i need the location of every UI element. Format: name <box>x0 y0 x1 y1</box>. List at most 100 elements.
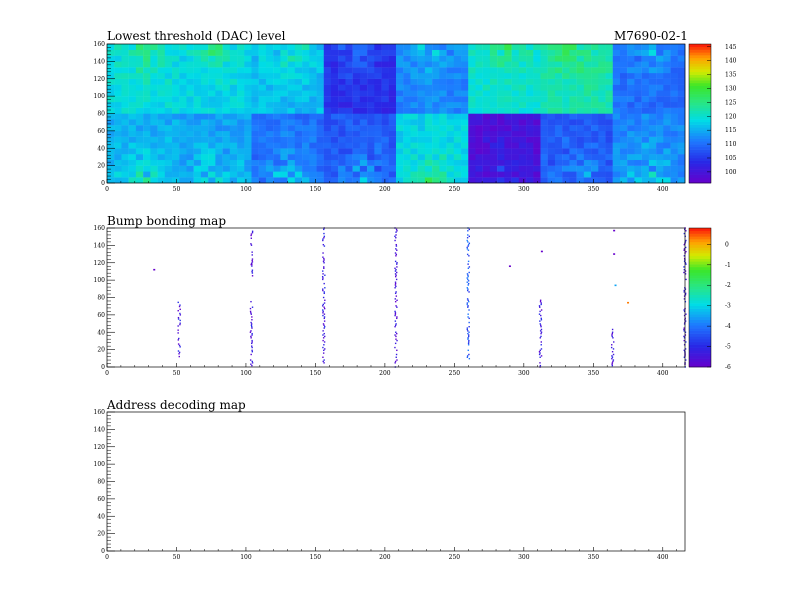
threshold-cell <box>403 84 411 91</box>
threshold-cell <box>605 154 613 161</box>
threshold-cell <box>215 67 223 74</box>
threshold-cell <box>200 159 209 166</box>
threshold-cell <box>453 49 462 56</box>
threshold-cell <box>439 119 447 126</box>
threshold-cell <box>388 154 397 161</box>
threshold-cell <box>562 107 570 114</box>
threshold-cell <box>504 171 512 178</box>
bump-bonding-point <box>395 228 398 231</box>
threshold-cell <box>338 78 346 85</box>
threshold-cell <box>518 154 527 161</box>
threshold-cell <box>107 159 115 166</box>
bump-bonding-point <box>251 269 254 271</box>
threshold-cell <box>338 67 346 74</box>
bump-bonding-point <box>538 353 541 356</box>
bump-bonding-color-step <box>689 344 711 348</box>
bump-bonding-ytick-label: 120 <box>94 260 106 267</box>
threshold-cell <box>446 177 454 184</box>
threshold-cell <box>648 49 657 56</box>
threshold-cell <box>526 159 534 166</box>
bump-bonding-point <box>251 341 253 343</box>
threshold-cell <box>468 159 476 166</box>
threshold-cell <box>504 72 512 79</box>
bump-bonding-point <box>396 339 398 342</box>
threshold-ztick-label: 135 <box>725 72 737 79</box>
threshold-cell <box>403 171 411 178</box>
threshold-cell <box>677 171 686 178</box>
threshold-cell <box>461 84 469 91</box>
bump-bonding-ztick-label: -2 <box>725 282 731 289</box>
threshold-cell <box>648 67 657 74</box>
threshold-cell <box>128 171 137 178</box>
threshold-cell <box>294 96 303 103</box>
bump-bonding-point <box>468 357 471 360</box>
threshold-cell <box>619 84 628 91</box>
bump-bonding-point <box>467 274 469 276</box>
threshold-cell <box>547 107 556 114</box>
bump-bonding-point <box>540 341 543 343</box>
threshold-cell <box>388 177 397 184</box>
threshold-cell <box>497 119 505 126</box>
threshold-cell <box>511 130 520 137</box>
bump-bonding-point <box>540 355 543 357</box>
threshold-cell <box>417 113 426 120</box>
threshold-color-step <box>689 107 711 112</box>
threshold-cell <box>107 67 115 74</box>
threshold-cell <box>208 78 216 85</box>
bump-bonding-point <box>249 331 252 333</box>
threshold-cell <box>229 55 238 62</box>
threshold-cell <box>569 61 577 68</box>
threshold-cell <box>533 119 541 126</box>
bump-bonding-color-step <box>689 280 711 284</box>
threshold-cell <box>244 55 252 62</box>
threshold-cell <box>359 90 368 97</box>
bump-bonding-point <box>322 239 324 242</box>
threshold-cell <box>612 55 621 62</box>
threshold-cell <box>511 154 520 161</box>
threshold-cell <box>222 154 231 161</box>
threshold-cell <box>576 119 585 126</box>
threshold-cell <box>446 44 454 50</box>
threshold-cell <box>482 142 491 149</box>
threshold-cell <box>200 72 209 79</box>
threshold-cell <box>128 90 137 97</box>
threshold-cell <box>439 159 447 166</box>
threshold-cell <box>323 136 332 143</box>
threshold-cell <box>598 107 606 114</box>
threshold-cell <box>244 78 252 85</box>
threshold-cell <box>345 148 353 155</box>
bump-bonding-point <box>249 359 252 361</box>
threshold-cell <box>381 119 389 126</box>
threshold-cell <box>396 107 404 114</box>
threshold-cell <box>222 148 231 155</box>
bump-bonding-point <box>395 338 397 340</box>
threshold-cell <box>583 154 592 161</box>
threshold-cell <box>612 44 621 50</box>
threshold-cell <box>208 165 216 172</box>
threshold-cell <box>424 159 433 166</box>
bump-bonding-xtick-label: 250 <box>449 370 461 377</box>
threshold-cell <box>670 171 678 178</box>
threshold-cell <box>569 142 577 149</box>
threshold-cell <box>280 55 288 62</box>
threshold-cell <box>605 49 613 56</box>
threshold-cell <box>396 55 404 62</box>
threshold-cell <box>591 49 599 56</box>
threshold-cell <box>511 177 520 184</box>
threshold-cell <box>359 165 368 172</box>
threshold-cell <box>107 78 115 85</box>
threshold-cell <box>208 125 216 132</box>
threshold-cell <box>453 119 462 126</box>
threshold-cell <box>287 165 296 172</box>
bump-bonding-point <box>394 292 397 295</box>
threshold-cell <box>511 107 520 114</box>
bump-bonding-point <box>611 356 614 358</box>
threshold-cell <box>237 72 245 79</box>
threshold-cell <box>634 154 642 161</box>
threshold-cell <box>345 119 353 126</box>
bump-bonding-point <box>466 302 468 304</box>
threshold-cell <box>482 49 491 56</box>
bump-bonding-point <box>466 356 469 358</box>
threshold-cell <box>121 165 129 172</box>
threshold-cell <box>489 165 498 172</box>
